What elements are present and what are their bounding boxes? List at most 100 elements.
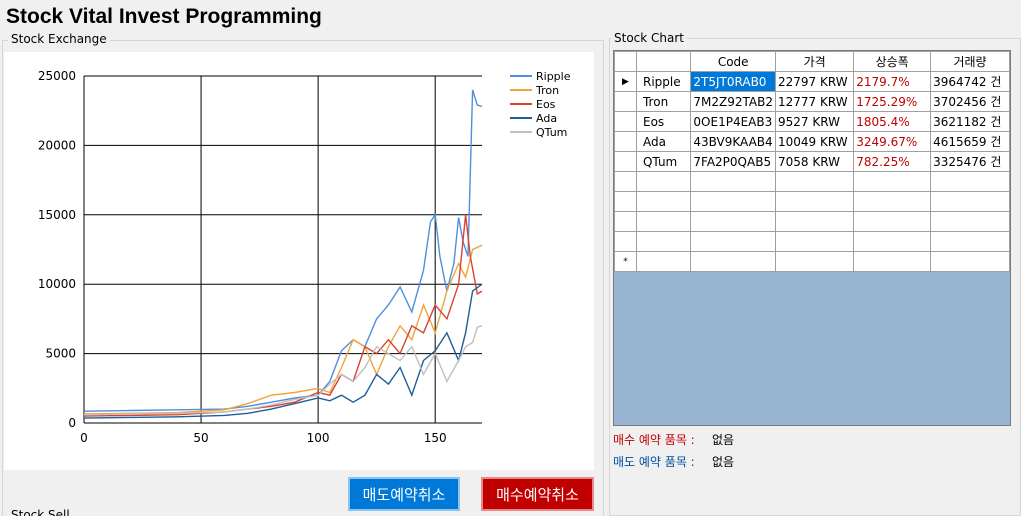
cell-code[interactable] <box>690 191 776 212</box>
stock-grid[interactable]: Code 가격 상승폭 거래량 ▶ Ripple 2T5JT0RAB0 22797 K… <box>613 50 1011 426</box>
cell-name[interactable]: QTum <box>635 151 692 172</box>
empty-table-row[interactable] <box>614 171 1010 192</box>
y-tick-label: 25000 <box>38 69 76 83</box>
cancel-sell-reservation-button[interactable]: 매도예약취소 <box>348 477 460 511</box>
cell-name[interactable]: Eos <box>635 111 692 132</box>
cell-code[interactable] <box>690 171 776 192</box>
series-line-tron <box>83 244 483 415</box>
table-row[interactable]: QTum 7FA2P0QAB5 7058 KRW 782.25% 3325476 건 <box>614 151 1010 172</box>
empty-table-row[interactable] <box>614 211 1010 232</box>
table-row[interactable]: Eos 0OE1P4EAB3 9527 KRW 1805.4% 3621182 건 <box>614 111 1010 132</box>
cell-price[interactable]: 10049 KRW <box>774 131 855 152</box>
empty-table-row[interactable]: * <box>614 251 1010 272</box>
buy-reservation-value: 없음 <box>712 433 735 447</box>
y-tick-label: 0 <box>68 416 76 430</box>
cell-volume[interactable] <box>930 211 1010 232</box>
cell-price[interactable]: 7058 KRW <box>774 151 855 172</box>
sell-reservation-label: 매도 예약 품목 : <box>613 455 695 469</box>
cell-name[interactable]: Tron <box>635 91 692 112</box>
cell-code[interactable]: 0OE1P4EAB3 <box>690 111 776 132</box>
empty-table-row[interactable] <box>614 231 1010 252</box>
cell-code[interactable]: 7M2Z92TAB2 <box>690 91 776 112</box>
cell-code[interactable] <box>690 231 776 252</box>
cell-volume[interactable] <box>930 231 1010 252</box>
sell-reservation-value: 없음 <box>712 455 735 469</box>
cell-price[interactable]: 22797 KRW <box>774 71 855 92</box>
cell-price[interactable] <box>774 171 855 192</box>
cell-code[interactable]: 2T5JT0RAB0 <box>690 71 776 92</box>
row-header[interactable] <box>614 151 637 172</box>
stock-sell-label: Stock Sell <box>8 508 73 516</box>
table-row[interactable]: Ada 43BV9KAAB4 10049 KRW 3249.67% 4615659 건 <box>614 131 1010 152</box>
cell-name[interactable]: Ripple <box>635 71 692 92</box>
cell-code[interactable]: 43BV9KAAB4 <box>690 131 776 152</box>
grid-corner-header[interactable] <box>614 51 637 72</box>
cell-change[interactable]: 782.25% <box>853 151 932 172</box>
grid-header-volume[interactable]: 거래량 <box>930 51 1010 72</box>
cell-change[interactable] <box>853 231 932 252</box>
cell-code[interactable]: 7FA2P0QAB5 <box>690 151 776 172</box>
cell-change[interactable]: 3249.67% <box>853 131 932 152</box>
stock-table[interactable]: Code 가격 상승폭 거래량 ▶ Ripple 2T5JT0RAB0 22797 K… <box>614 51 1010 272</box>
cell-name[interactable]: Ada <box>635 131 692 152</box>
grid-header-code[interactable]: Code <box>690 51 776 72</box>
table-row[interactable]: Tron 7M2Z92TAB2 12777 KRW 1725.29% 3702456 건 <box>614 91 1010 112</box>
cell-name[interactable] <box>635 231 692 252</box>
row-header[interactable] <box>614 131 637 152</box>
series-line-ada <box>83 283 483 419</box>
row-header[interactable] <box>614 191 637 212</box>
cell-change[interactable]: 1725.29% <box>853 91 932 112</box>
cell-volume[interactable] <box>930 171 1010 192</box>
cell-price[interactable]: 12777 KRW <box>774 91 855 112</box>
cell-name[interactable] <box>635 191 692 212</box>
series-line-ripple <box>83 89 483 412</box>
cell-price[interactable] <box>774 191 855 212</box>
stock-exchange-label: Stock Exchange <box>8 32 110 46</box>
row-header[interactable]: * <box>614 251 637 272</box>
stock-chart-label: Stock Chart <box>611 31 688 45</box>
cell-change[interactable] <box>853 251 932 272</box>
cell-volume[interactable]: 3702456 건 <box>930 91 1010 112</box>
cell-price[interactable] <box>774 251 855 272</box>
row-header[interactable]: ▶ <box>614 71 637 92</box>
cell-volume[interactable] <box>930 191 1010 212</box>
row-header[interactable] <box>614 91 637 112</box>
cell-code[interactable] <box>690 251 776 272</box>
cancel-buy-reservation-button[interactable]: 매수예약취소 <box>481 477 594 511</box>
cell-name[interactable] <box>635 171 692 192</box>
table-row[interactable]: ▶ Ripple 2T5JT0RAB0 22797 KRW 2179.7% 3964742… <box>614 71 1010 92</box>
cell-volume[interactable]: 3964742 건 <box>930 71 1010 92</box>
y-tick-label: 5000 <box>45 347 76 361</box>
x-tick-label: 0 <box>80 431 88 445</box>
cell-change[interactable] <box>853 211 932 232</box>
cell-price[interactable] <box>774 231 855 252</box>
cell-volume[interactable]: 3621182 건 <box>930 111 1010 132</box>
cell-volume[interactable] <box>930 251 1010 272</box>
row-header[interactable] <box>614 111 637 132</box>
cell-name[interactable] <box>635 251 692 272</box>
cell-price[interactable] <box>774 211 855 232</box>
grid-header-price[interactable]: 가격 <box>774 51 855 72</box>
cell-price[interactable]: 9527 KRW <box>774 111 855 132</box>
cell-change[interactable]: 2179.7% <box>853 71 932 92</box>
row-header[interactable] <box>614 171 637 192</box>
grid-header-name[interactable] <box>635 51 692 72</box>
buy-reservation-label: 매수 예약 품목 : <box>613 433 695 447</box>
row-header[interactable] <box>614 211 637 232</box>
y-tick-label: 20000 <box>38 138 76 152</box>
app-title: Stock Vital Invest Programming <box>6 5 322 28</box>
row-header[interactable] <box>614 231 637 252</box>
grid-header-change[interactable]: 상승폭 <box>853 51 932 72</box>
y-tick-label: 10000 <box>38 277 76 291</box>
cell-volume[interactable]: 3325476 건 <box>930 151 1010 172</box>
cell-change[interactable] <box>853 191 932 212</box>
cell-volume[interactable]: 4615659 건 <box>930 131 1010 152</box>
cell-code[interactable] <box>690 211 776 232</box>
cell-change[interactable] <box>853 171 932 192</box>
cell-change[interactable]: 1805.4% <box>853 111 932 132</box>
cell-name[interactable] <box>635 211 692 232</box>
empty-table-row[interactable] <box>614 191 1010 212</box>
stock-price-chart: 0 5000 10000 15000 20000 25000 0 50 100 150 Ripple… <box>4 52 594 470</box>
legend-label-qtum: QTum <box>536 126 567 139</box>
y-tick-label: 15000 <box>38 208 76 222</box>
